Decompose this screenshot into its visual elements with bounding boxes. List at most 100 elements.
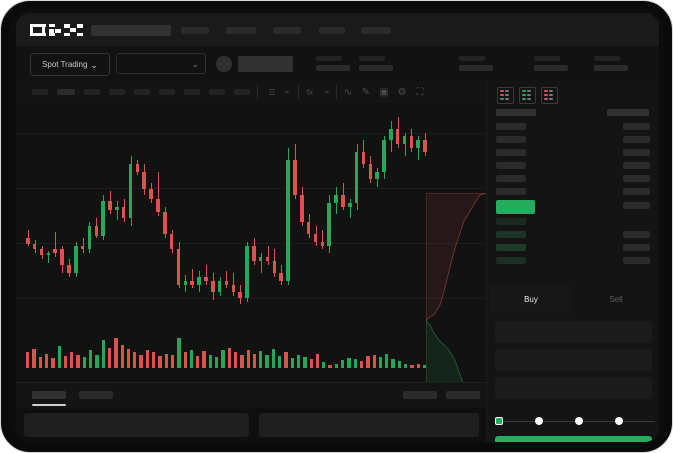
depth-chart-svg <box>426 193 486 382</box>
orderbook-ask-row[interactable] <box>496 175 526 182</box>
volume-bar <box>416 363 420 368</box>
settings-gear-icon[interactable]: ⚙ <box>397 86 407 98</box>
tab-order-history[interactable] <box>79 391 113 399</box>
tab-open-orders[interactable] <box>32 391 66 399</box>
timeframe-button[interactable] <box>134 89 150 95</box>
candle-body <box>73 245 78 273</box>
bottom-panel-left[interactable] <box>24 413 249 437</box>
order-form-field[interactable] <box>495 377 652 399</box>
tab-buy[interactable]: Buy <box>490 285 572 313</box>
timeframe-button[interactable] <box>159 89 175 95</box>
candle-wick <box>205 265 207 285</box>
gridline <box>16 133 486 134</box>
drawing-tools-icon[interactable]: ✎ <box>361 86 371 98</box>
candle-body <box>361 152 366 164</box>
timeframe-button[interactable] <box>184 89 200 95</box>
orderbook-bid-price[interactable] <box>623 244 650 251</box>
candle-body <box>101 200 105 236</box>
app-screen: Spot Trading ⌄ ⌄ <box>16 13 659 442</box>
volume-bar <box>82 356 87 368</box>
candle-wick <box>55 231 57 258</box>
order-form-field[interactable] <box>495 321 652 343</box>
trading-mode-button[interactable]: Spot Trading ⌄ <box>30 53 110 76</box>
trading-mode-label: Spot Trading <box>42 60 88 69</box>
orderbook-ask-price[interactable] <box>623 202 650 209</box>
order-form-field[interactable] <box>495 349 652 371</box>
volume-bar <box>278 355 282 368</box>
trading-pair-select[interactable]: ⌄ <box>116 53 206 74</box>
volume-bar <box>101 340 105 368</box>
orderbook-header <box>496 109 536 116</box>
candle-body <box>190 280 194 285</box>
orderbook-asks-icon[interactable] <box>541 87 558 104</box>
orderbook-best-price-row[interactable] <box>496 200 535 214</box>
orderbook-bid-row[interactable] <box>496 244 526 251</box>
orderbook-ask-price[interactable] <box>623 175 650 182</box>
candle-body <box>115 206 119 211</box>
slider-stop-50[interactable] <box>575 417 583 425</box>
volume-bar <box>152 352 156 368</box>
timeframe-button[interactable] <box>109 89 125 95</box>
orderbook-ask-row[interactable] <box>496 149 526 156</box>
volume-bar <box>208 354 213 368</box>
candle-body <box>300 194 304 223</box>
candlestick-icon[interactable]: ☰ <box>268 87 276 97</box>
bottom-panel-right[interactable] <box>259 413 479 437</box>
orderbook-ask-price[interactable] <box>623 123 650 130</box>
bottom-panels <box>16 408 486 442</box>
orderbook-ask-price[interactable] <box>623 162 650 169</box>
timeframe-button[interactable] <box>57 89 75 95</box>
timeframe-button[interactable] <box>84 89 100 95</box>
amount-slider[interactable] <box>495 417 655 427</box>
orderbook-bid-row[interactable] <box>496 231 526 238</box>
orderbook-bid-row[interactable] <box>496 218 526 225</box>
candle-body <box>313 233 318 242</box>
orders-action-button[interactable] <box>403 391 437 399</box>
order-book-panel: Buy Sell <box>486 81 659 442</box>
orderbook-bid-row[interactable] <box>496 257 526 264</box>
tab-sell[interactable]: Sell <box>575 285 657 313</box>
orderbook-ask-price[interactable] <box>623 188 650 195</box>
orderbook-ask-row[interactable] <box>496 162 526 169</box>
orderbook-bids-icon[interactable] <box>519 87 536 104</box>
nav-item[interactable] <box>273 27 301 34</box>
orderbook-ask-row[interactable] <box>496 123 526 130</box>
slider-stop-75[interactable] <box>615 417 623 425</box>
orderbook-ask-price[interactable] <box>623 149 650 156</box>
orders-action-button[interactable] <box>446 391 480 399</box>
orderbook-bid-price[interactable] <box>623 257 650 264</box>
timeframe-button[interactable] <box>32 89 48 95</box>
chevron-down-icon[interactable]: ⌄ <box>282 84 292 96</box>
fullscreen-icon[interactable]: ⛶ <box>416 86 424 98</box>
chevron-down-icon[interactable]: ⌄ <box>322 84 332 96</box>
orderbook-both-icon[interactable] <box>497 87 514 104</box>
global-search-input[interactable] <box>91 25 171 36</box>
orderbook-ask-row[interactable] <box>496 136 526 143</box>
volume-bar <box>240 354 244 368</box>
candle-body <box>327 202 331 246</box>
nav-item[interactable] <box>181 27 209 34</box>
nav-item[interactable] <box>226 27 256 34</box>
slider-handle[interactable] <box>495 417 503 425</box>
volume-bar <box>183 352 187 368</box>
candle-body <box>183 280 188 285</box>
volume-bar <box>259 351 263 368</box>
volume-bar <box>202 351 206 368</box>
candle-body <box>156 198 160 213</box>
candle-body <box>320 241 325 246</box>
indicators-icon[interactable]: fx <box>306 87 314 97</box>
nav-item[interactable] <box>319 27 345 34</box>
timeframe-button[interactable] <box>234 89 250 95</box>
submit-buy-button[interactable] <box>495 436 652 442</box>
orderbook-ask-price[interactable] <box>623 136 650 143</box>
orderbook-bid-price[interactable] <box>623 231 650 238</box>
nav-item[interactable] <box>361 27 391 34</box>
price-chart[interactable] <box>16 103 486 382</box>
line-chart-icon[interactable]: ∿ <box>343 86 353 98</box>
slider-stop-25[interactable] <box>535 417 543 425</box>
timeframe-button[interactable] <box>209 89 225 95</box>
okx-logo[interactable] <box>30 24 83 37</box>
orderbook-ask-row[interactable] <box>496 188 526 195</box>
camera-icon[interactable]: ▣ <box>379 86 389 98</box>
